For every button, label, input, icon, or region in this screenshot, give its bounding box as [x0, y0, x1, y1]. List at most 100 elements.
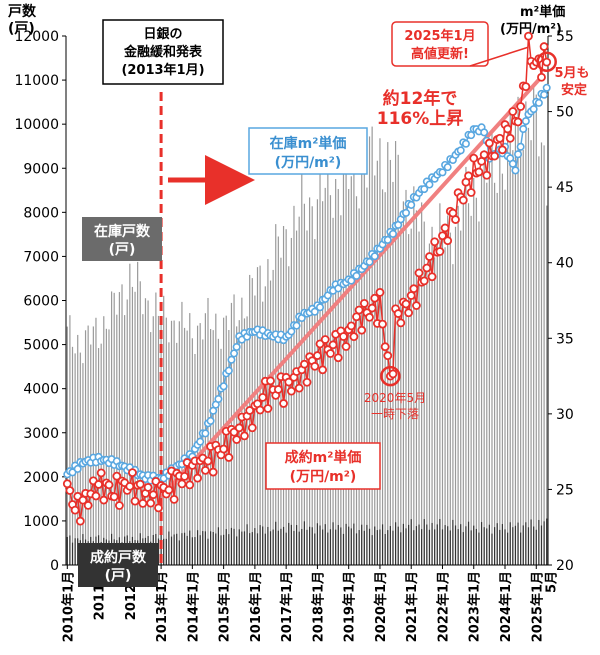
contract-count-bar — [462, 532, 464, 565]
contract-price-point — [451, 215, 460, 224]
contract-price-point — [378, 319, 387, 329]
contract-count-bar — [410, 519, 412, 565]
contract-count-bar — [183, 532, 186, 565]
inventory-count-bar — [415, 210, 418, 566]
contract-price-point — [435, 247, 445, 256]
inventory-count-bar — [155, 292, 157, 565]
contract-count-bar — [493, 527, 496, 565]
inventory-count-bar — [480, 169, 483, 566]
contract-count-bar — [309, 526, 311, 565]
contract-count-bar — [400, 532, 402, 565]
left-tick-label: 0 — [50, 558, 59, 574]
contract-price-point — [128, 468, 137, 477]
inventory-count-bar — [512, 150, 514, 565]
contract-price-point — [146, 498, 156, 508]
contract-count-bar — [262, 526, 264, 565]
inventory-count-bar — [517, 96, 519, 565]
contract-price-point — [365, 312, 374, 322]
inventory-count-bar — [157, 315, 160, 565]
inventory-price-label-box — [248, 127, 368, 175]
contract-price-point — [469, 153, 479, 163]
contract-count-bar — [311, 527, 313, 565]
contract-count-bar — [275, 521, 277, 565]
contract-price-point — [414, 268, 424, 278]
contract-price-point — [154, 503, 163, 513]
contract-count-bar — [178, 540, 180, 565]
contract-count-bar — [168, 531, 170, 565]
contract-count-bar — [176, 533, 178, 565]
inventory-count-bar — [204, 313, 206, 565]
contract-count-bar — [366, 524, 368, 565]
contract-price-point — [474, 167, 484, 177]
contract-count-bar — [251, 532, 253, 565]
inventory-count-bar — [371, 126, 373, 566]
inventory-price-point — [388, 229, 397, 238]
x-tick-label: 2014年1月 — [185, 571, 201, 642]
contract-price-point — [422, 263, 432, 273]
contract-count-bar — [512, 527, 514, 565]
contract-count-bar — [350, 528, 352, 565]
inventory-count-label-line1: 在庫戸数 — [94, 223, 151, 240]
left-tick-label: 8000 — [23, 205, 59, 221]
inventory-price-point — [534, 98, 543, 107]
contract-count-bar — [379, 529, 381, 565]
contract-count-bar — [236, 536, 238, 565]
contract-price-point — [258, 392, 268, 402]
inventory-price-point — [219, 382, 228, 391]
inventory-count-bar — [444, 247, 446, 565]
inventory-count-bar — [413, 186, 415, 566]
inventory-count-bar — [389, 159, 391, 565]
contract-price-point — [169, 494, 179, 504]
contract-price-point — [396, 318, 406, 328]
contract-price-point — [367, 303, 377, 313]
contract-price-point — [419, 276, 429, 286]
contract-count-bar — [436, 524, 438, 565]
inventory-count-bar — [397, 154, 399, 566]
stable-label-line2: 安定 — [561, 82, 587, 98]
inventory-count-bar — [150, 332, 152, 565]
contract-count-bar — [319, 525, 321, 565]
left-tick-label: 12000 — [14, 29, 59, 45]
inventory-count-bar — [410, 228, 412, 565]
inventory-count-bar — [501, 173, 504, 566]
left-tick-label: 11000 — [14, 73, 59, 89]
inventory-count-bar — [535, 94, 537, 565]
contract-count-bar — [496, 523, 498, 565]
contract-price-point — [388, 369, 398, 379]
inventory-count-bar — [361, 159, 363, 566]
contract-count-bar — [363, 530, 365, 565]
x-tick-label: 2024年1月 — [498, 571, 514, 642]
contract-price-point — [247, 423, 257, 433]
contract-count-bar — [342, 533, 345, 565]
contract-count-bar — [428, 529, 431, 565]
inventory-price-point — [287, 327, 296, 336]
inventory-count-bar — [449, 232, 451, 565]
contract-count-bar — [66, 536, 68, 565]
inventory-count-bar — [186, 330, 188, 565]
contract-price-point — [466, 188, 476, 197]
contract-price-point — [115, 501, 124, 510]
contract-count-bar — [246, 524, 248, 565]
inventory-count-bar — [280, 257, 282, 565]
x-tick-label: 2020年1月 — [373, 571, 389, 642]
contract-price-point — [240, 431, 249, 441]
inventory-count-bar — [447, 215, 449, 565]
inventory-count-bar — [332, 217, 334, 566]
inventory-count-bar — [496, 192, 498, 565]
high-label-line2: 高値更新! — [411, 46, 469, 62]
contract-price-point — [193, 473, 202, 483]
contract-count-bar — [332, 522, 334, 565]
inventory-price-point — [201, 429, 210, 438]
contract-price-point — [479, 150, 489, 160]
contract-price-point — [427, 272, 437, 282]
contract-count-bar — [470, 530, 472, 565]
x-tick-label-end: 5月 — [545, 571, 560, 593]
inventory-count-bar — [327, 154, 329, 565]
contract-price-point — [380, 342, 390, 352]
left-tick-label: 6000 — [23, 294, 59, 310]
right-tick-label: 30 — [556, 407, 574, 423]
inventory-count-bar — [423, 221, 425, 565]
contract-price-point — [83, 500, 93, 510]
contract-price-point — [375, 287, 385, 297]
inventory-price-point — [383, 235, 392, 244]
